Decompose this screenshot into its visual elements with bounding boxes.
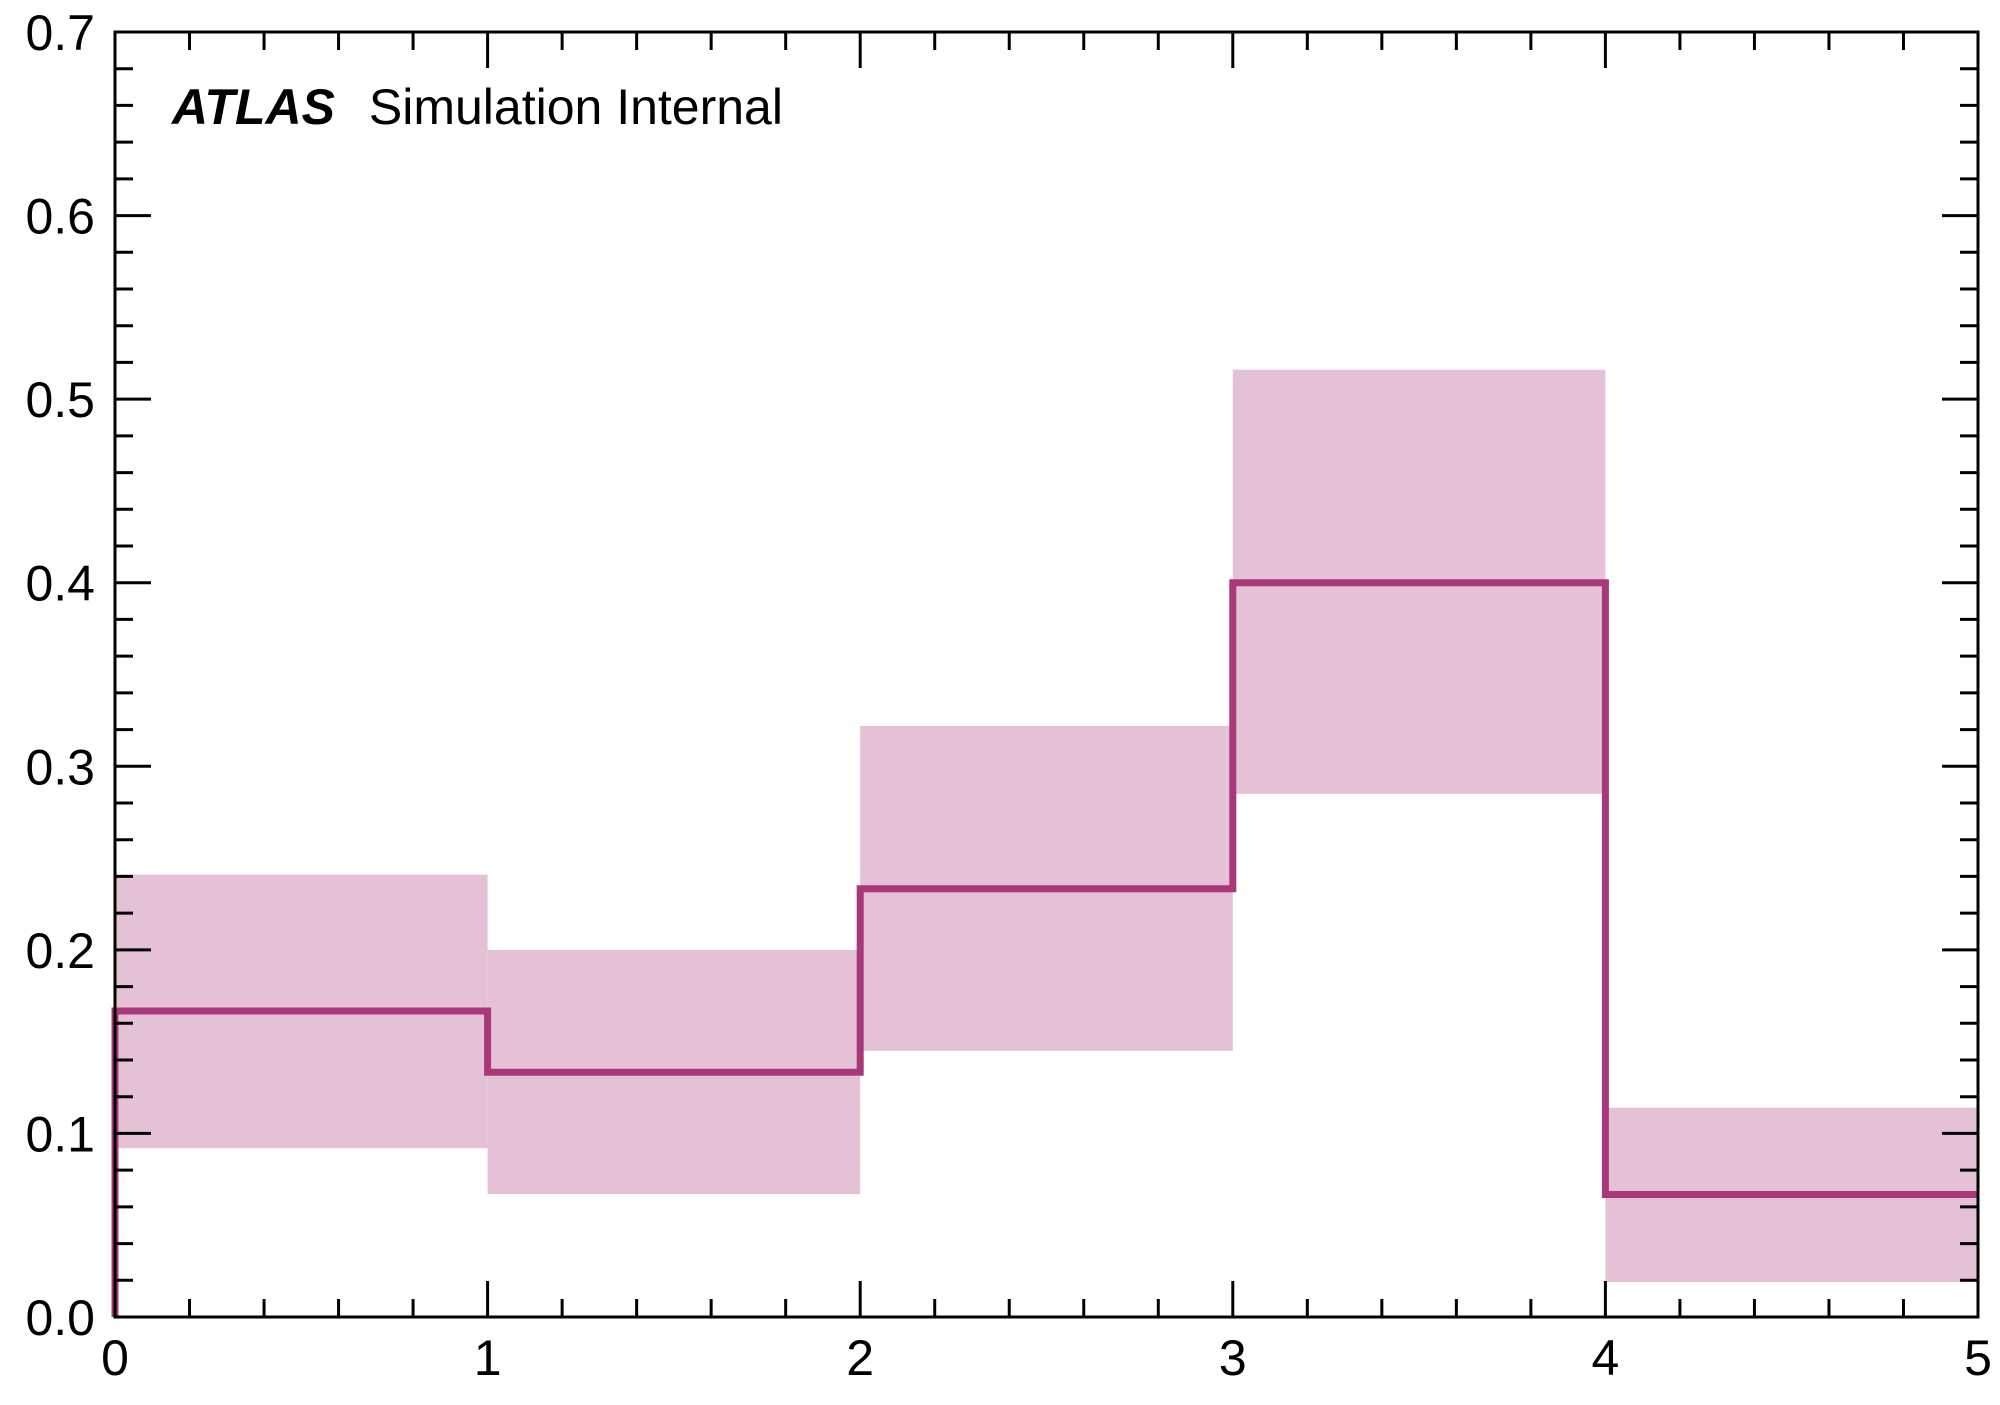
plot-border bbox=[113, 30, 1980, 1319]
y-tick-label: 0.1 bbox=[25, 1106, 95, 1162]
histogram-line bbox=[111, 579, 1978, 1317]
histogram-line-group bbox=[111, 579, 1978, 1317]
x-tick-label: 4 bbox=[1591, 1330, 1619, 1386]
y-tick-label: 0.7 bbox=[25, 5, 95, 61]
axis-ticks bbox=[113, 30, 1980, 1319]
x-tick-label: 1 bbox=[474, 1330, 502, 1386]
x-tick-label: 5 bbox=[1964, 1330, 1992, 1386]
y-tick-label: 0.2 bbox=[25, 923, 95, 979]
y-tick-label: 0.4 bbox=[25, 556, 95, 612]
uncertainty-bands bbox=[115, 369, 1978, 1283]
atlas-label: ATLAS Simulation Internal bbox=[170, 79, 783, 135]
x-tick-label: 0 bbox=[101, 1330, 129, 1386]
y-tick-label: 0.5 bbox=[25, 372, 95, 428]
y-tick-label: 0.6 bbox=[25, 189, 95, 245]
plot-frame bbox=[113, 30, 1980, 1319]
y-tick-label: 0.0 bbox=[25, 1290, 95, 1346]
y-tick-label: 0.3 bbox=[25, 739, 95, 795]
atlas-label-bold: ATLAS bbox=[170, 79, 335, 135]
tick-labels: 0 1 2 3 4 5 0.0 0.1 0.2 0.3 0.4 0.5 0.6 0.7 bbox=[25, 5, 1991, 1386]
x-tick-label: 3 bbox=[1219, 1330, 1247, 1386]
x-tick-label: 2 bbox=[846, 1330, 874, 1386]
atlas-label-rest: Simulation Internal bbox=[369, 79, 783, 135]
